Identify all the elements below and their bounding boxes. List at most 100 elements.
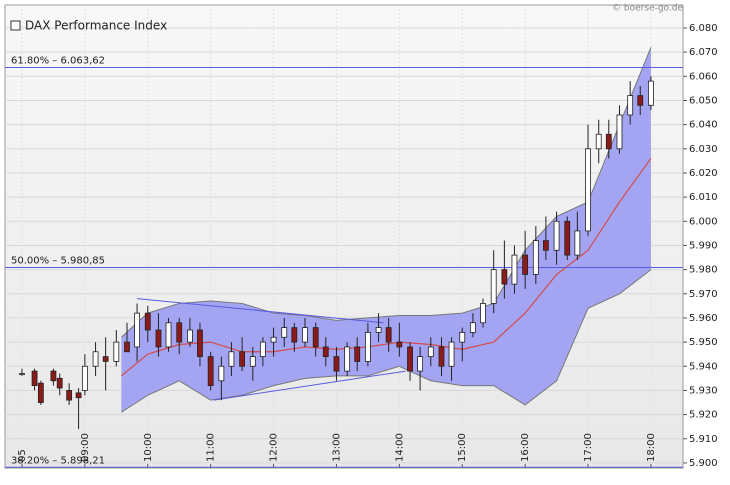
candle-body bbox=[302, 327, 308, 343]
candle-body bbox=[553, 220, 560, 251]
y-tick-label: 6.040 bbox=[689, 120, 718, 131]
candle-body bbox=[385, 327, 392, 343]
y-tick-label: 5.960 bbox=[689, 313, 718, 324]
candle-body bbox=[322, 346, 329, 357]
y-tick-label: 5.980 bbox=[689, 265, 718, 276]
level-label: 38.20% – 5.898,21 bbox=[11, 455, 105, 466]
y-tick-label: 6.050 bbox=[689, 95, 718, 106]
candle-body bbox=[134, 312, 140, 348]
trendline bbox=[213, 370, 406, 401]
y-tick-label: 5.940 bbox=[689, 361, 718, 372]
candle-body bbox=[56, 377, 63, 389]
candle-body bbox=[312, 327, 319, 348]
candle-body bbox=[627, 95, 634, 116]
candle-body bbox=[459, 332, 466, 343]
candle-body bbox=[259, 341, 266, 357]
candle-body bbox=[218, 365, 225, 382]
y-tick-label: 5.910 bbox=[689, 434, 718, 445]
x-tick-label: 10:00 bbox=[143, 433, 154, 462]
candle-body bbox=[637, 95, 644, 106]
y-tick-label: 6.070 bbox=[689, 47, 718, 58]
candle-body bbox=[197, 329, 203, 357]
x-tick-label: 17:00 bbox=[583, 433, 594, 462]
candle-body bbox=[480, 303, 486, 324]
trendline bbox=[137, 298, 384, 324]
x-tick-label: 11:00 bbox=[206, 433, 217, 462]
y-tick-label: 6.030 bbox=[689, 144, 718, 155]
level-label: 50.00% – 5.980,85 bbox=[11, 256, 105, 267]
y-tick-label: 5.930 bbox=[689, 385, 718, 396]
candle-body bbox=[187, 329, 193, 343]
candle-body bbox=[228, 351, 235, 367]
candle-body bbox=[417, 356, 424, 372]
legend-box bbox=[10, 20, 21, 31]
candle-body bbox=[438, 346, 445, 367]
candle-body bbox=[364, 332, 371, 362]
candle-body bbox=[564, 220, 571, 256]
x-tick-label: 05 bbox=[17, 449, 28, 462]
candle-body bbox=[270, 336, 277, 343]
candle-body bbox=[291, 327, 298, 343]
x-tick-label: 18:00 bbox=[646, 433, 657, 462]
y-tick-label: 5.920 bbox=[689, 410, 718, 421]
candle-body bbox=[207, 356, 214, 386]
x-tick-label: 15:00 bbox=[457, 433, 468, 462]
candle-body bbox=[522, 254, 529, 275]
candle-body bbox=[605, 133, 612, 150]
candle-body bbox=[595, 133, 602, 150]
y-tick-label: 5.900 bbox=[689, 458, 718, 469]
candle-body bbox=[501, 269, 508, 285]
y-tick-label: 6.000 bbox=[689, 216, 718, 227]
middle-line bbox=[120, 158, 652, 377]
x-tick-label: 16:00 bbox=[520, 433, 531, 462]
watermark: © boerse-go.de bbox=[612, 4, 683, 14]
x-tick-label: 13:00 bbox=[331, 433, 342, 462]
lower-line bbox=[121, 269, 652, 413]
candle-body bbox=[176, 322, 183, 343]
candle-body bbox=[585, 148, 591, 232]
upper-line bbox=[121, 47, 652, 338]
candle-body bbox=[92, 351, 99, 367]
y-tick-label: 6.080 bbox=[689, 23, 718, 34]
candle-body bbox=[448, 341, 455, 367]
candle-body bbox=[470, 322, 476, 333]
candle-body bbox=[407, 346, 413, 372]
candle-body bbox=[124, 341, 130, 353]
candle-body bbox=[81, 365, 88, 391]
candle-body bbox=[542, 240, 549, 251]
x-tick-label: 09:00 bbox=[80, 433, 91, 462]
candle-body bbox=[333, 356, 340, 372]
candle-body bbox=[155, 329, 162, 348]
candle-body bbox=[31, 370, 38, 386]
y-tick-label: 6.060 bbox=[689, 71, 718, 82]
y-tick-label: 6.010 bbox=[689, 192, 718, 203]
candle-body bbox=[490, 269, 497, 304]
candle-body bbox=[574, 230, 581, 256]
candle-body bbox=[37, 382, 44, 403]
candle-body bbox=[281, 327, 288, 338]
y-tick-label: 5.990 bbox=[689, 240, 718, 251]
candle-body bbox=[75, 392, 82, 399]
candle-body bbox=[344, 346, 351, 372]
level-label: 61.80% – 6.063,62 bbox=[11, 56, 105, 67]
x-tick-label: 14:00 bbox=[394, 433, 405, 462]
y-tick-label: 5.970 bbox=[689, 289, 718, 300]
candle-body bbox=[249, 356, 256, 367]
candle-body bbox=[511, 254, 518, 285]
x-tick-label: 12:00 bbox=[269, 433, 280, 462]
candle-body bbox=[375, 327, 382, 333]
candle-body bbox=[354, 346, 361, 362]
candle-body bbox=[239, 351, 246, 367]
candle-body bbox=[66, 390, 73, 401]
y-tick-label: 6.020 bbox=[689, 168, 718, 179]
candle-body bbox=[396, 341, 403, 348]
chart-title: DAX Performance Index bbox=[25, 19, 167, 33]
candle-body bbox=[532, 240, 539, 275]
candle-body bbox=[648, 80, 654, 106]
candle-body bbox=[144, 312, 151, 331]
candle-body bbox=[616, 114, 623, 150]
candle-body bbox=[427, 346, 434, 357]
candle-body bbox=[19, 373, 25, 375]
candle-body bbox=[165, 322, 172, 348]
